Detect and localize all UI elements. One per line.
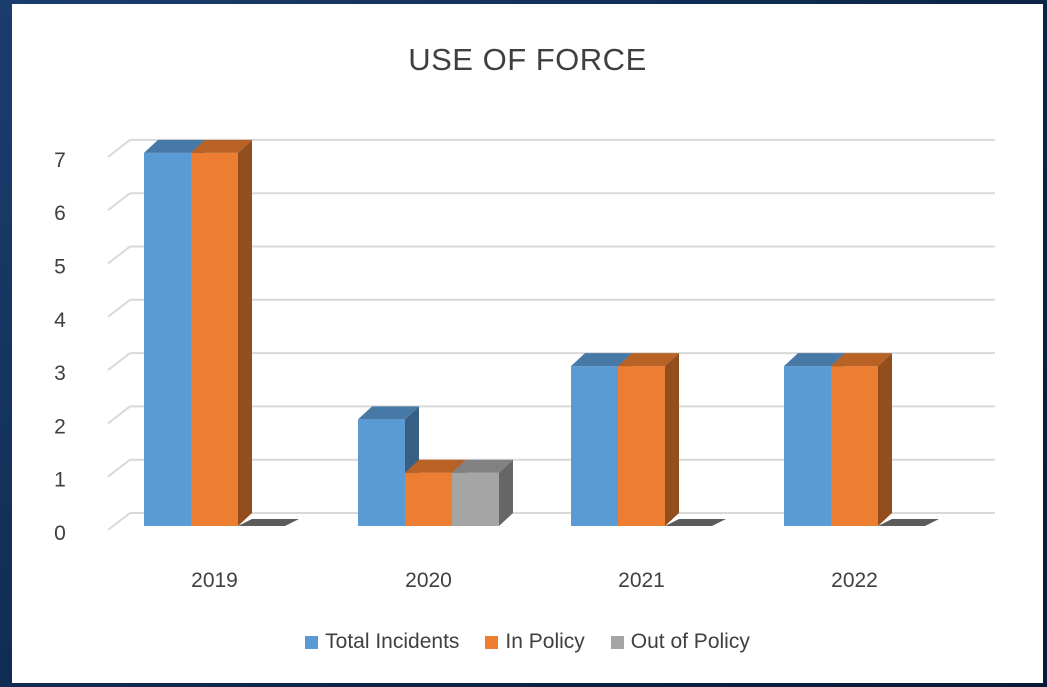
gridline-diagonal [107, 245, 131, 265]
bars [144, 139, 939, 526]
legend-label: In Policy [505, 630, 585, 653]
bar-2021-in-policy [618, 353, 679, 526]
bar-2019-in-policy [191, 139, 252, 526]
gridline-diagonal [107, 352, 131, 371]
x-tick-label: 2019 [191, 569, 238, 592]
x-tick-label: 2022 [831, 569, 878, 592]
chart-panel: USE OF FORCE 0 1 2 3 4 5 6 7 2019 2020 2021 2022 T… [12, 4, 1043, 683]
y-tick-label: 4 [54, 309, 66, 332]
gridline-diagonal [107, 139, 131, 158]
x-tick-label: 2020 [405, 569, 452, 592]
y-tick-label: 5 [54, 256, 66, 279]
y-axis-ticks: 0 1 2 3 4 5 6 7 [54, 149, 66, 545]
legend-swatch [305, 635, 319, 649]
y-tick-label: 2 [54, 415, 66, 438]
y-tick-label: 7 [54, 149, 66, 172]
y-tick-label: 6 [54, 202, 66, 225]
chart-title: USE OF FORCE [408, 42, 647, 77]
bar-chart: 0 1 2 3 4 5 6 7 2019 2020 2021 2022 [54, 138, 995, 592]
bar-2021-total-incidents [571, 353, 632, 526]
x-axis-ticks: 2019 2020 2021 2022 [191, 569, 878, 592]
gridline-diagonal [107, 192, 131, 211]
legend: Total Incidents In Policy Out of Policy [12, 630, 1043, 654]
x-tick-label: 2021 [618, 569, 665, 592]
bar-2020-total-incidents [358, 406, 419, 526]
y-tick-label: 0 [54, 522, 66, 545]
legend-label: Total Incidents [325, 630, 460, 653]
gridlines [107, 138, 995, 531]
bar-2021-out-of-policy [665, 519, 726, 526]
gridline-diagonal [107, 299, 131, 318]
legend-label: Out of Policy [630, 630, 750, 653]
gridline-diagonal [107, 512, 131, 531]
bar-2022-in-policy [831, 353, 892, 526]
legend-item: Total Incidents [305, 630, 459, 654]
bar-2020-out-of-policy [452, 459, 513, 526]
gridline-diagonal [107, 405, 131, 425]
legend-item: In Policy [485, 630, 585, 654]
gridline-diagonal [107, 458, 131, 478]
legend-swatch [485, 635, 499, 649]
bar-2019-out-of-policy [238, 519, 299, 526]
y-tick-label: 3 [54, 362, 66, 385]
bar-2022-out-of-policy [878, 519, 939, 526]
legend-item: Out of Policy [610, 630, 750, 654]
legend-swatch [610, 635, 624, 649]
y-tick-label: 1 [54, 469, 66, 492]
